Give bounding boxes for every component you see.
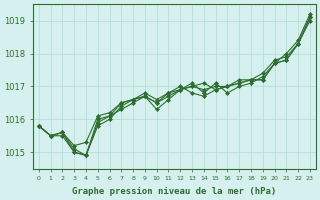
X-axis label: Graphe pression niveau de la mer (hPa): Graphe pression niveau de la mer (hPa) [72, 187, 276, 196]
